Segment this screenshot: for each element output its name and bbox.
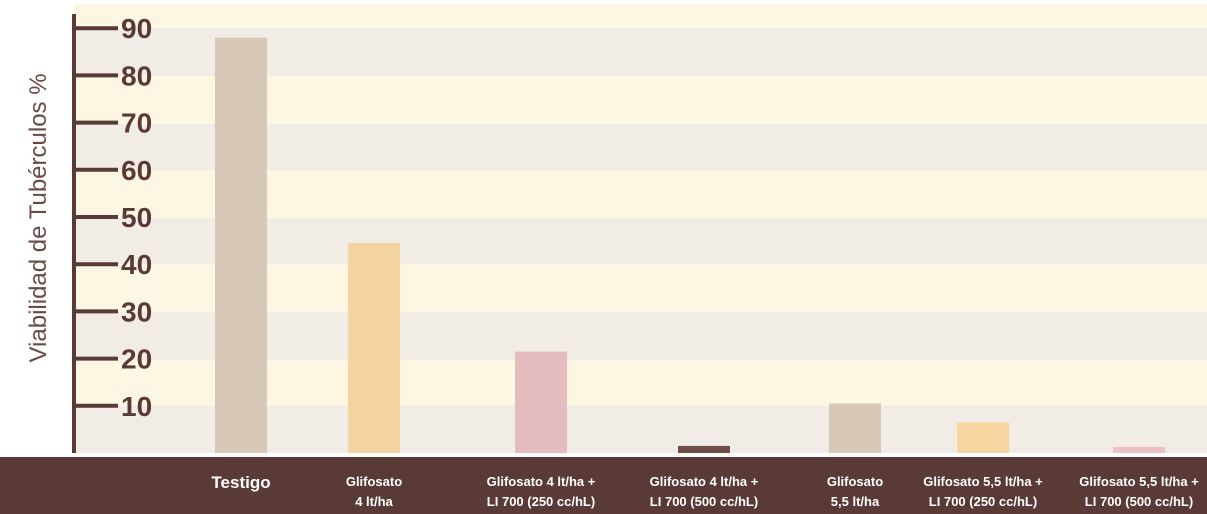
y-tick-label: 20 — [121, 344, 152, 375]
y-tick-label: 70 — [121, 108, 152, 139]
grid-band — [74, 4, 1207, 28]
bar — [215, 37, 267, 453]
bar — [678, 445, 730, 453]
x-tick-label-line: LI 700 (500 cc/hL) — [650, 494, 758, 509]
x-tick-label: Glifosato 4 lt/ha + LI 700 (250 cc/hL) — [487, 474, 596, 509]
y-tick-label: 40 — [121, 249, 152, 280]
bar — [1113, 446, 1165, 453]
y-tick-label: 60 — [121, 155, 152, 186]
y-tick-label: 90 — [121, 13, 152, 44]
x-tick-label: Glifosato 4 lt/ha — [346, 474, 402, 509]
bar — [829, 403, 881, 453]
bar — [515, 351, 567, 453]
x-tick-label: Glifosato 4 lt/ha + LI 700 (500 cc/hL) — [650, 474, 759, 509]
x-tick-label-line: Glifosato — [827, 474, 883, 489]
x-tick-label-line: Glifosato 4 lt/ha + — [487, 474, 596, 489]
x-tick-label-line: LI 700 (500 cc/hL) — [1085, 494, 1193, 509]
x-tick-label-line: Glifosato 5,5 lt/ha + — [923, 474, 1043, 489]
x-tick-label-line: Glifosato 5,5 lt/ha + — [1079, 474, 1199, 489]
x-tick-label: Glifosato 5,5 lt/ha — [827, 474, 883, 509]
x-tick-label-line: Glifosato — [346, 474, 402, 489]
x-tick-label-line: Glifosato 4 lt/ha + — [650, 474, 759, 489]
x-tick-label: Glifosato 5,5 lt/ha + LI 700 (500 cc/hL) — [1079, 474, 1199, 509]
x-tick-label: Glifosato 5,5 lt/ha + LI 700 (250 cc/hL) — [923, 474, 1043, 509]
y-tick-label: 30 — [121, 296, 152, 327]
x-tick-label-line: LI 700 (250 cc/hL) — [929, 494, 1037, 509]
x-tick-label-line: LI 700 (250 cc/hL) — [487, 494, 595, 509]
x-tick-label-line: Testigo — [211, 473, 270, 492]
y-tick-label: 10 — [121, 391, 152, 422]
x-tick-label-line: 5,5 lt/ha — [831, 494, 880, 509]
bar — [348, 242, 400, 453]
category-footer — [0, 457, 1207, 514]
y-tick-label: 50 — [121, 202, 152, 233]
bars — [215, 37, 1165, 453]
bar — [957, 422, 1009, 453]
x-tick-label-line: 4 lt/ha — [355, 494, 393, 509]
x-tick-label: Testigo — [211, 473, 270, 492]
y-axis: 10 20 30 40 50 60 70 80 90 — [72, 13, 152, 453]
y-tick-label: 80 — [121, 60, 152, 91]
y-axis-label: Viabilidad de Tubérculos % — [25, 73, 52, 362]
